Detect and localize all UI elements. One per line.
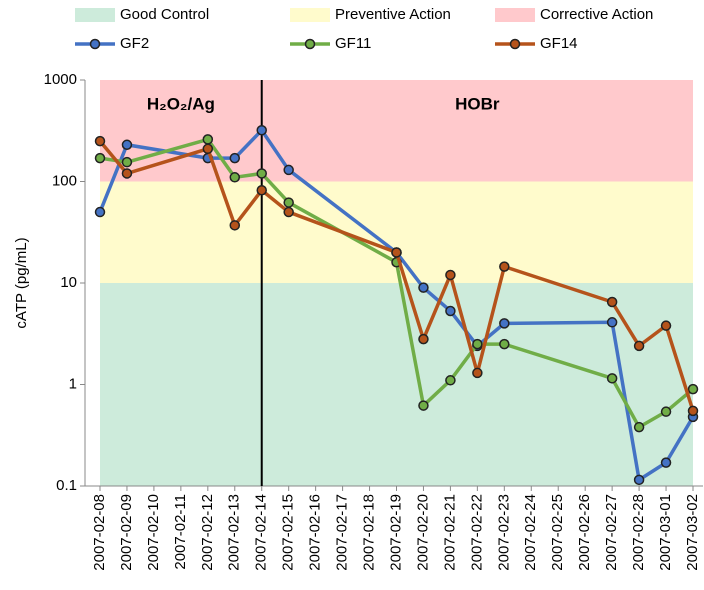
annotation: H₂O₂/Ag <box>147 94 215 113</box>
marker <box>606 373 618 384</box>
x-tick-label: 2007-02-10 <box>145 494 162 571</box>
x-tick-label: 2007-02-09 <box>118 494 135 571</box>
x-tick-label: 2007-02-20 <box>414 494 431 571</box>
legend-swatch <box>495 8 535 22</box>
x-tick-label: 2007-02-21 <box>441 494 458 571</box>
legend-swatch <box>290 8 330 22</box>
x-tick-label: 2007-02-15 <box>280 494 297 571</box>
marker <box>121 168 133 179</box>
marker <box>283 206 294 218</box>
x-tick-label: 2007-02-26 <box>576 494 593 571</box>
marker <box>202 143 214 155</box>
marker <box>472 367 483 379</box>
marker <box>660 457 672 468</box>
marker <box>202 134 214 145</box>
marker <box>229 220 241 231</box>
marker <box>229 172 241 183</box>
legend-label: GF11 <box>335 35 371 52</box>
x-tick-label: 2007-02-24 <box>522 494 539 571</box>
y-tick-label: 1 <box>69 375 77 392</box>
marker <box>445 269 456 281</box>
x-tick-label: 2007-02-17 <box>334 494 351 571</box>
marker <box>472 338 483 350</box>
marker <box>687 405 699 417</box>
marker <box>633 421 645 433</box>
x-tick-label: 2007-02-14 <box>253 494 270 571</box>
marker <box>283 164 294 176</box>
legend-label: GF14 <box>540 35 578 52</box>
x-tick-label: 2007-02-12 <box>199 494 216 571</box>
marker <box>499 318 510 329</box>
marker <box>283 197 294 208</box>
legend-marker <box>509 38 521 50</box>
marker <box>606 317 618 328</box>
marker <box>633 474 645 486</box>
marker <box>94 206 106 218</box>
x-tick-label: 2007-02-27 <box>603 494 620 571</box>
y-tick-label: 10 <box>60 274 77 291</box>
band <box>100 283 693 486</box>
marker <box>499 261 510 272</box>
x-tick-label: 2007-02-19 <box>387 494 404 571</box>
legend-marker <box>89 38 101 50</box>
marker <box>121 156 133 168</box>
y-tick-label: 0.1 <box>56 477 77 494</box>
x-tick-label: 2007-02-18 <box>361 494 378 571</box>
x-tick-label: 2007-02-13 <box>226 494 243 571</box>
x-tick-label: 2007-02-23 <box>495 494 512 571</box>
legend-label: Good Control <box>120 6 209 23</box>
marker <box>445 375 456 386</box>
x-tick-label: 2007-02-22 <box>468 494 485 571</box>
marker <box>660 406 672 417</box>
legend-swatch <box>75 8 115 22</box>
marker <box>121 139 133 151</box>
marker <box>391 247 402 258</box>
marker <box>499 338 510 350</box>
marker <box>418 400 429 411</box>
marker <box>94 152 106 164</box>
x-tick-label: 2007-02-11 <box>172 494 189 570</box>
marker <box>660 320 672 331</box>
legend-marker <box>304 38 316 50</box>
marker <box>256 124 267 136</box>
marker <box>94 135 106 147</box>
marker <box>445 305 456 317</box>
annotation: HOBr <box>455 94 500 113</box>
y-tick-label: 1000 <box>44 71 77 88</box>
x-tick-label: 2007-02-28 <box>630 494 647 571</box>
legend-label: Preventive Action <box>335 6 451 23</box>
marker <box>687 383 699 395</box>
marker <box>418 333 429 345</box>
x-tick-label: 2007-02-25 <box>549 494 566 571</box>
legend-label: Corrective Action <box>540 6 653 23</box>
x-tick-label: 2007-03-01 <box>657 494 674 571</box>
marker <box>606 296 618 308</box>
marker <box>256 184 267 196</box>
marker <box>229 152 241 164</box>
x-tick-label: 2007-02-16 <box>307 494 324 571</box>
y-tick-label: 100 <box>52 172 77 189</box>
x-tick-label: 2007-03-02 <box>684 494 701 571</box>
marker <box>633 340 645 352</box>
marker <box>418 282 429 293</box>
x-tick-label: 2007-02-08 <box>91 494 108 571</box>
y-axis-label: cATP (pg/mL) <box>13 237 30 328</box>
marker <box>256 168 267 179</box>
legend-label: GF2 <box>120 35 149 52</box>
band <box>100 80 693 182</box>
